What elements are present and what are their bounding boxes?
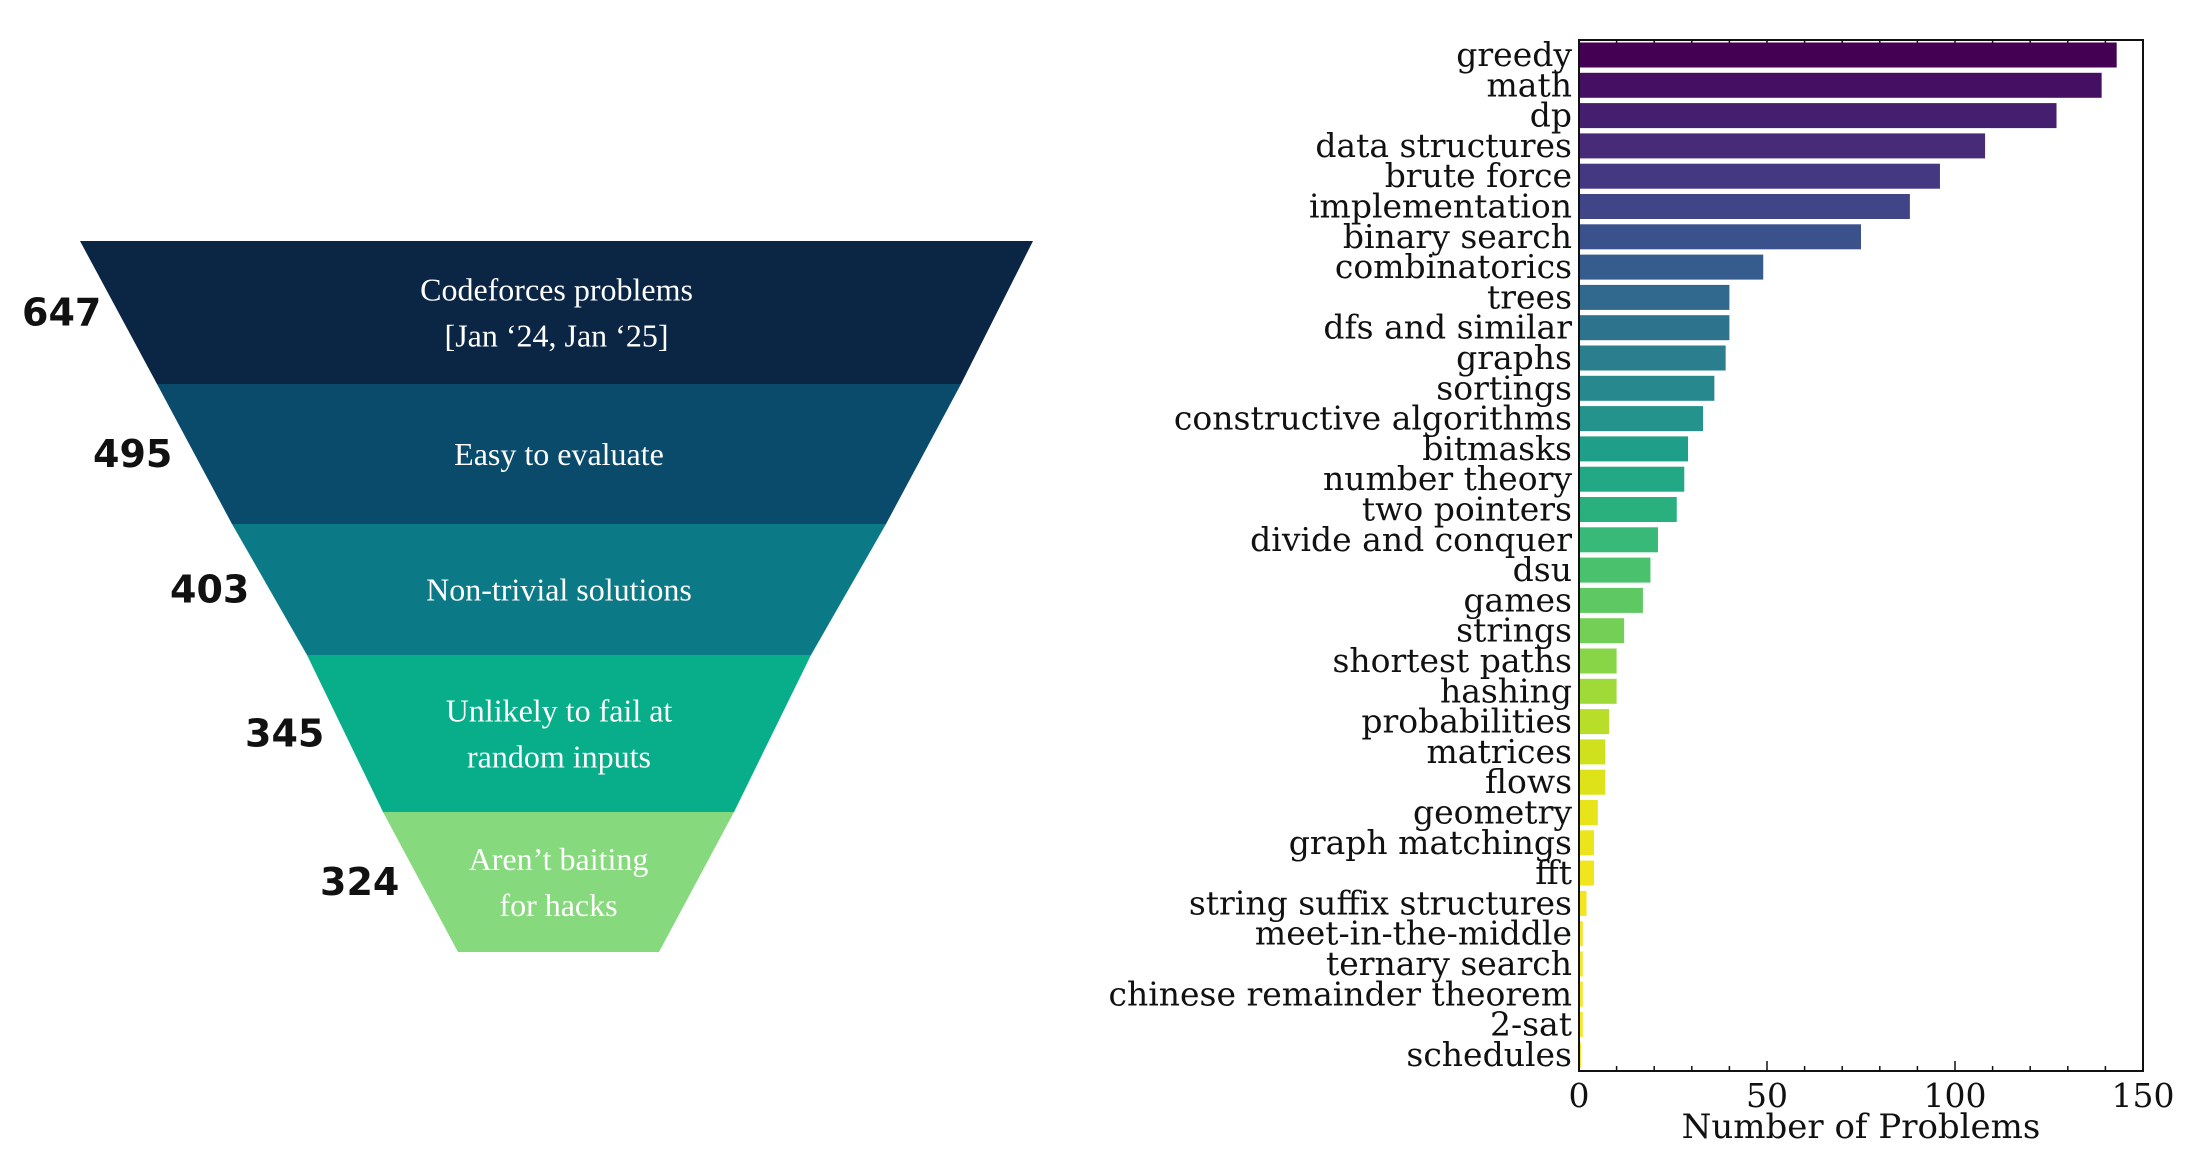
bar-graph-matchings [1580,830,1595,856]
category-label: greedy [1456,35,1572,74]
category-label: math [1487,65,1572,104]
category-label: meet-in-the-middle [1255,914,1572,953]
category-label: combinatorics [1335,247,1572,286]
category-label: sortings [1436,368,1572,407]
category-label: probabilities [1361,702,1572,741]
funnel-stage-label: Easy to evaluate [454,436,664,472]
funnel-chart: Codeforces problems [Jan ‘24, Jan ‘25] 647… [22,241,1033,952]
category-label: trees [1487,277,1572,316]
bar-fft [1580,860,1595,886]
bar-schedules [1580,1042,1581,1068]
category-label: geometry [1413,793,1572,832]
funnel-stage-5 [383,812,734,952]
category-label: flows [1485,762,1572,801]
bar-shortest-paths [1580,648,1617,674]
category-label: shortest paths [1332,641,1572,680]
bar-math [1580,72,2102,98]
x-tick-label: 0 [1569,1076,1590,1115]
category-label: implementation [1309,187,1572,226]
x-axis-title: Number of Problems [1682,1107,2041,1147]
bar-string-suffix-structures [1580,890,1587,916]
category-label: hashing [1440,671,1572,710]
bar-geometry [1580,800,1598,825]
funnel-stage-count: 345 [245,712,324,756]
category-label: bitmasks [1422,429,1572,468]
bar-games [1580,587,1643,613]
funnel-stage-2 [157,384,961,524]
bar-dsu [1580,557,1651,583]
category-label: strings [1456,611,1572,650]
bar-hashing [1580,678,1617,704]
bar-chinese-remainder-theorem [1580,981,1583,1007]
category-label: matrices [1426,732,1572,771]
category-label: data structures [1315,126,1572,165]
plot-frame [1578,39,2144,1072]
funnel-stage-label: for hacks [499,887,617,923]
bar-combinatorics [1580,254,1764,280]
bar-greedy [1580,42,2117,68]
bar-divide-and-conquer [1580,527,1658,553]
funnel-stage-label: random inputs [467,739,651,775]
bar-sortings [1580,375,1715,401]
bar-implementation [1580,194,1910,219]
x-tick-label: 150 [2112,1076,2175,1115]
category-label: schedules [1406,1035,1572,1074]
bar-dp [1580,103,2057,129]
category-label: two pointers [1362,490,1572,529]
bar-ternary-search [1580,951,1583,977]
category-label: constructive algorithms [1174,399,1572,438]
category-label: binary search [1343,217,1572,256]
bar-binary-search [1580,224,1861,250]
category-label: dsu [1513,550,1572,589]
category-label: string suffix structures [1189,883,1572,922]
bar-constructive-algorithms [1580,406,1704,432]
category-label: 2-sat [1490,1005,1572,1044]
category-label: dp [1530,96,1572,135]
bar-two-pointers [1580,497,1677,522]
category-label: ternary search [1326,944,1572,983]
x-tick-label: 50 [1746,1076,1788,1115]
category-label: chinese remainder theorem [1108,974,1572,1013]
funnel-stage-3 [232,524,886,655]
funnel-stage-4 [307,655,811,812]
funnel-stage-count: 495 [93,432,172,476]
funnel-stage-label: [Jan ‘24, Jan ‘25] [445,318,669,354]
x-tick-label: 100 [1924,1076,1987,1115]
funnel-stage-count: 403 [170,568,249,612]
category-label: divide and conquer [1250,520,1572,559]
bar-data-structures [1580,133,1986,159]
bar-matrices [1580,739,1606,765]
category-label: graph matchings [1289,823,1572,862]
category-label: graphs [1456,338,1572,377]
bar-2-sat [1580,1012,1583,1038]
bar-strings [1580,618,1625,644]
funnel-stage-count: 324 [320,860,399,904]
bar-dfs-and-similar [1580,315,1730,341]
category-label: number theory [1323,459,1572,498]
funnel-stage-label: Codeforces problems [420,272,693,308]
bar-bitmasks [1580,436,1689,462]
funnel-stage-label: Unlikely to fail at [446,693,673,729]
bar-probabilities [1580,709,1610,735]
bar-trees [1580,284,1730,310]
bar-flows [1580,769,1606,795]
category-label: dfs and similar [1323,308,1572,347]
bar-graphs [1580,345,1726,371]
bar-number-theory [1580,466,1685,492]
category-label: fft [1535,853,1572,892]
bar-brute-force [1580,163,1940,189]
funnel-stage-label: Aren’t baiting [469,841,649,877]
category-label: games [1463,580,1572,619]
funnel-stage-count: 647 [22,291,101,335]
funnel-stage-1 [80,241,1033,384]
funnel-stage-label: Non-trivial solutions [426,572,692,608]
category-label: brute force [1385,156,1572,195]
bar-meet-in-the-middle [1580,921,1583,947]
